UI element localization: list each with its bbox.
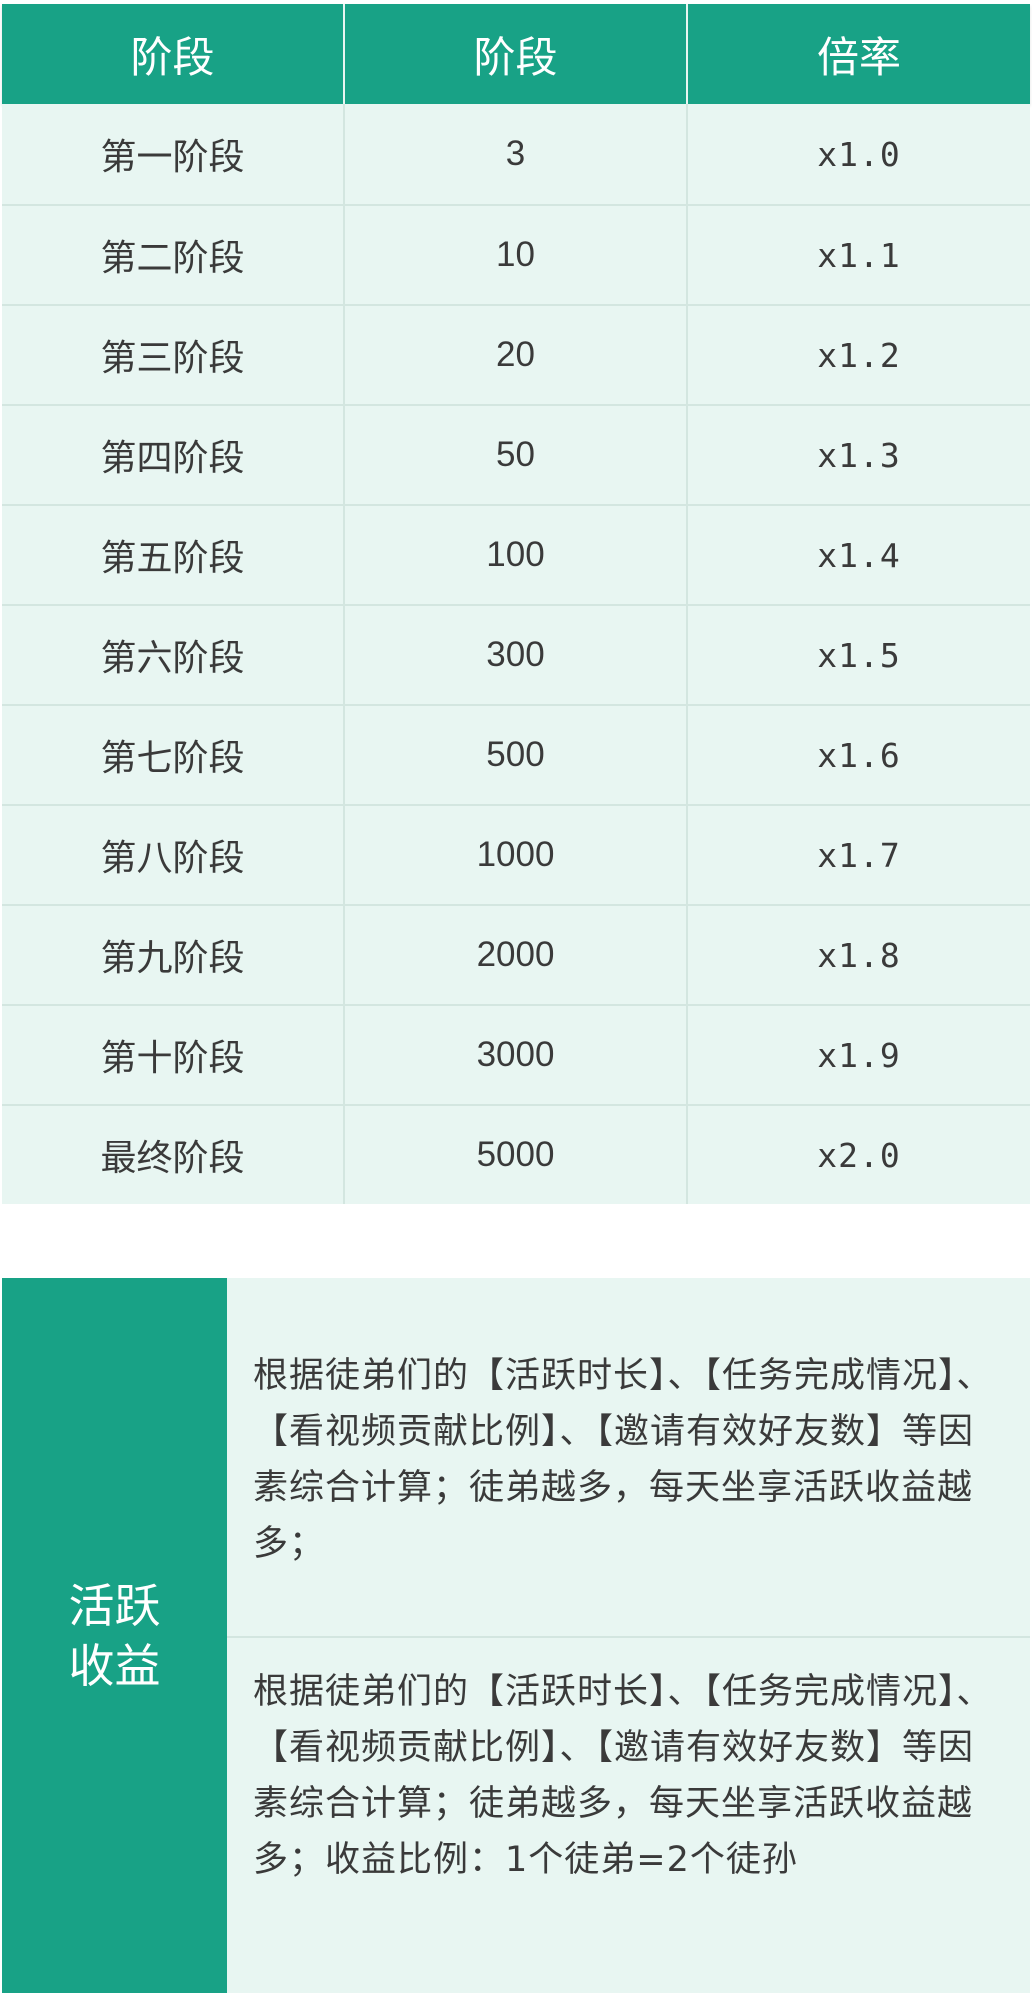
- stage-cell: 第八阶段: [2, 806, 345, 904]
- active-income-label-cell: 活跃收益: [2, 1278, 227, 1993]
- stage-cell: 第四阶段: [2, 406, 345, 504]
- rate-cell: x1.7: [817, 835, 901, 875]
- count-cell: 5000: [345, 1106, 688, 1204]
- active-income-label: 活跃收益: [68, 1578, 161, 1693]
- stage-cell: 第二阶段: [2, 206, 345, 304]
- stage-cell: 第七阶段: [2, 706, 345, 804]
- rate-cell: x1.0: [817, 134, 901, 174]
- count-cell: 500: [345, 706, 688, 804]
- active-income-content: 根据徒弟们的【活跃时长】、【任务完成情况】、【看视频贡献比例】、【邀请有效好友数…: [227, 1278, 1030, 1993]
- table-row: 第五阶段 100 x1.4: [2, 504, 1030, 604]
- stage-rate-table: 阶段 阶段 倍率 第一阶段 3 x1.0 第二阶段 10 x1.1 第三阶段 2…: [2, 4, 1030, 1204]
- table-row: 第八阶段 1000 x1.7: [2, 804, 1030, 904]
- stage-cell: 最终阶段: [2, 1106, 345, 1204]
- stage-cell: 第一阶段: [2, 104, 345, 204]
- count-cell: 10: [345, 206, 688, 304]
- table-row: 第二阶段 10 x1.1: [2, 204, 1030, 304]
- stage-cell: 第三阶段: [2, 306, 345, 404]
- header-stage: 阶段: [2, 4, 345, 104]
- count-cell: 50: [345, 406, 688, 504]
- table-row: 第七阶段 500 x1.6: [2, 704, 1030, 804]
- rate-cell: x1.6: [817, 735, 901, 775]
- count-cell: 300: [345, 606, 688, 704]
- active-income-section: 活跃收益 根据徒弟们的【活跃时长】、【任务完成情况】、【看视频贡献比例】、【邀请…: [2, 1278, 1030, 1993]
- table-row: 第三阶段 20 x1.2: [2, 304, 1030, 404]
- header-count: 阶段: [345, 4, 688, 104]
- table-row: 最终阶段 5000 x2.0: [2, 1104, 1030, 1204]
- stage-cell: 第六阶段: [2, 606, 345, 704]
- stage-cell: 第九阶段: [2, 906, 345, 1004]
- rate-cell: x1.5: [817, 635, 901, 675]
- rate-cell: x1.4: [817, 535, 901, 575]
- rate-cell: x2.0: [817, 1135, 901, 1175]
- table-row: 第六阶段 300 x1.5: [2, 604, 1030, 704]
- table-row: 第四阶段 50 x1.3: [2, 404, 1030, 504]
- table-body: 第一阶段 3 x1.0 第二阶段 10 x1.1 第三阶段 20 x1.2 第四…: [2, 104, 1030, 1204]
- count-cell: 2000: [345, 906, 688, 1004]
- count-cell: 100: [345, 506, 688, 604]
- count-cell: 3: [345, 104, 688, 204]
- stage-cell: 第五阶段: [2, 506, 345, 604]
- table-header: 阶段 阶段 倍率: [2, 4, 1030, 104]
- rate-cell: x1.9: [817, 1035, 901, 1075]
- stage-cell: 第十阶段: [2, 1006, 345, 1104]
- header-rate: 倍率: [816, 32, 901, 82]
- count-cell: 1000: [345, 806, 688, 904]
- income-description-2: 根据徒弟们的【活跃时长】、【任务完成情况】、【看视频贡献比例】、【邀请有效好友数…: [253, 1672, 993, 1880]
- table-row: 第九阶段 2000 x1.8: [2, 904, 1030, 1004]
- rate-cell: x1.8: [817, 935, 901, 975]
- income-description-1: 根据徒弟们的【活跃时长】、【任务完成情况】、【看视频贡献比例】、【邀请有效好友数…: [227, 1278, 1030, 1638]
- table-row: 第十阶段 3000 x1.9: [2, 1004, 1030, 1104]
- rate-cell: x1.3: [817, 435, 901, 475]
- table-row: 第一阶段 3 x1.0: [2, 104, 1030, 204]
- count-cell: 3000: [345, 1006, 688, 1104]
- rate-cell: x1.2: [817, 335, 901, 375]
- count-cell: 20: [345, 306, 688, 404]
- rate-cell: x1.1: [817, 235, 901, 275]
